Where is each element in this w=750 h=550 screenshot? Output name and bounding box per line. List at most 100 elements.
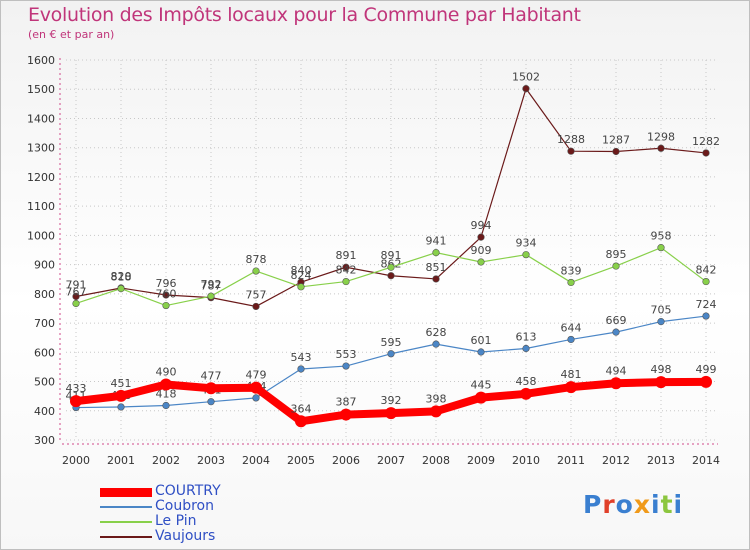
data-point-le-pin: [432, 249, 440, 257]
data-point-le-pin: [207, 292, 215, 300]
chart-title: Evolution des Impôts locaux pour la Comm…: [28, 4, 581, 26]
x-tick-label: 2001: [107, 454, 135, 467]
data-label-coubron: 595: [381, 336, 402, 349]
data-point-le-pin: [657, 244, 665, 252]
data-point-vaujours: [567, 147, 575, 155]
data-label-coubron: 601: [471, 334, 492, 347]
y-tick-label: 1000: [27, 229, 55, 242]
chart-subtitle: (en € et par an): [28, 28, 115, 41]
legend-label-courtry: COURTRY: [155, 483, 221, 499]
y-tick-label: 800: [34, 288, 55, 301]
legend-label-le-pin: Le Pin: [155, 513, 197, 529]
x-tick-label: 2003: [197, 454, 225, 467]
data-label-coubron: 543: [291, 351, 312, 364]
data-point-vaujours: [252, 302, 260, 311]
data-point-coubron: [612, 328, 620, 336]
data-label-vaujours: 791: [66, 278, 87, 291]
logo-letter: i: [651, 490, 661, 519]
data-point-le-pin: [477, 258, 485, 266]
data-point-coubron: [117, 403, 125, 411]
logo-letter: P: [583, 490, 603, 519]
x-tick-label: 2012: [602, 454, 630, 467]
data-point-le-pin: [297, 283, 305, 291]
data-point-coubron: [252, 394, 260, 402]
data-label-coubron: 705: [651, 304, 672, 317]
data-label-courtry: 387: [336, 396, 357, 409]
data-label-le-pin: 760: [156, 288, 177, 301]
x-tick-label: 2002: [152, 454, 180, 467]
data-point-vaujours: [702, 149, 710, 157]
data-label-courtry: 433: [66, 382, 87, 395]
data-point-courtry: [295, 415, 307, 428]
data-point-vaujours: [477, 233, 485, 241]
logo-letter: r: [602, 490, 616, 519]
legend-swatch-courtry: [100, 488, 152, 497]
data-label-vaujours: 757: [246, 288, 267, 301]
data-label-courtry: 481: [561, 368, 582, 381]
data-point-courtry: [115, 389, 127, 402]
data-point-coubron: [477, 348, 485, 356]
data-label-le-pin: 934: [516, 237, 537, 250]
data-label-le-pin: 941: [426, 235, 447, 248]
logo-letter: o: [615, 490, 634, 519]
x-tick-label: 2004: [242, 454, 270, 467]
data-point-courtry: [610, 377, 622, 390]
y-tick-label: 700: [34, 317, 55, 330]
y-tick-label: 600: [34, 346, 55, 359]
data-point-vaujours: [342, 263, 350, 271]
data-label-vaujours: 1502: [512, 71, 540, 84]
data-point-le-pin: [387, 263, 395, 271]
data-label-le-pin: 818: [111, 271, 132, 284]
x-tick-label: 2008: [422, 454, 450, 467]
x-tick-label: 2014: [692, 454, 720, 467]
data-point-le-pin: [162, 301, 170, 310]
legend-swatch-vaujours: [100, 536, 152, 538]
data-label-courtry: 398: [426, 392, 447, 405]
data-point-vaujours: [522, 85, 530, 93]
data-point-coubron: [162, 401, 170, 410]
legend-label-coubron: Coubron: [155, 498, 214, 514]
data-point-courtry: [250, 381, 262, 394]
x-tick-label: 2000: [62, 454, 90, 467]
legend-swatch-le-pin: [100, 521, 152, 523]
data-label-courtry: 364: [291, 402, 312, 415]
data-label-courtry: 479: [246, 369, 267, 382]
data-label-le-pin: 842: [696, 264, 717, 277]
data-point-courtry: [340, 408, 352, 421]
data-point-coubron: [342, 362, 350, 370]
data-label-vaujours: 820: [111, 270, 132, 283]
x-tick-label: 2007: [377, 454, 405, 467]
logo-letter: x: [633, 490, 651, 519]
data-label-coubron: 669: [606, 314, 627, 327]
data-label-le-pin: 878: [246, 253, 267, 266]
data-label-vaujours: 796: [156, 277, 177, 290]
legend-label-vaujours: Vaujours: [155, 528, 216, 544]
data-point-vaujours: [162, 291, 170, 299]
data-point-coubron: [297, 365, 305, 373]
data-point-courtry: [565, 381, 577, 394]
data-label-courtry: 498: [651, 363, 672, 376]
data-label-vaujours: 1287: [602, 133, 630, 146]
data-label-le-pin: 895: [606, 248, 627, 261]
data-point-courtry: [430, 405, 442, 418]
x-tick-label: 2011: [557, 454, 585, 467]
y-tick-label: 1400: [27, 112, 55, 125]
data-point-coubron: [207, 398, 215, 406]
data-label-courtry: 392: [381, 394, 402, 407]
data-point-le-pin: [72, 299, 80, 308]
y-tick-label: 300: [34, 434, 55, 447]
data-label-le-pin: 792: [201, 278, 222, 291]
data-label-le-pin: 958: [651, 230, 672, 243]
x-tick-label: 2010: [512, 454, 540, 467]
data-label-vaujours: 1282: [692, 135, 720, 148]
data-point-courtry: [475, 391, 487, 404]
data-label-courtry: 458: [516, 375, 537, 388]
data-point-coubron: [522, 344, 530, 353]
data-label-le-pin: 842: [336, 264, 357, 277]
data-point-le-pin: [567, 278, 575, 287]
data-point-vaujours: [657, 144, 665, 152]
data-point-courtry: [205, 382, 217, 395]
data-label-vaujours: 840: [291, 264, 312, 277]
data-point-courtry: [700, 375, 712, 388]
data-label-vaujours: 1298: [647, 130, 675, 143]
